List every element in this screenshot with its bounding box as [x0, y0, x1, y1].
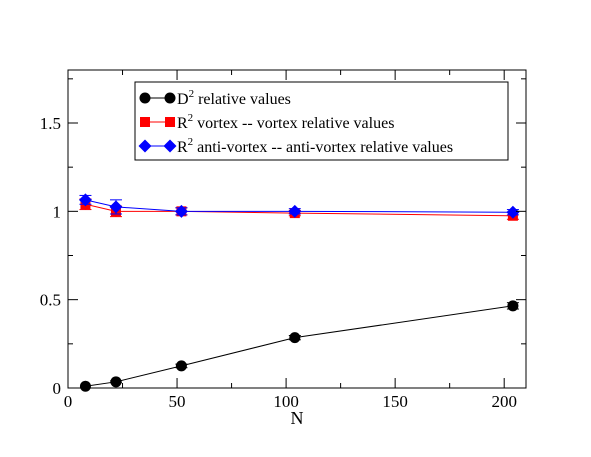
- plot-frame: [67, 69, 527, 389]
- x-tick-label: 100: [273, 392, 299, 411]
- data-point: [506, 205, 520, 219]
- legend-box: [134, 81, 509, 161]
- data-point: [289, 332, 301, 344]
- data-point: [175, 360, 187, 372]
- x-tick-label: 0: [64, 392, 73, 411]
- y-tick-label: 1: [53, 202, 62, 221]
- x-axis-label: N: [291, 408, 304, 428]
- y-tick-label: 0: [53, 379, 62, 398]
- y-tick-label: 1.5: [40, 114, 61, 133]
- legend-marker: [165, 117, 175, 127]
- data-point: [288, 204, 302, 218]
- legend-label: D2 relative values: [177, 88, 291, 108]
- data-point: [79, 380, 91, 392]
- legend-marker: [164, 92, 176, 104]
- data-point: [78, 193, 92, 207]
- x-tick-label: 50: [169, 392, 186, 411]
- legend-entry-1: R2 vortex -- vortex relative values: [140, 112, 394, 132]
- y-tick-label: 0.5: [40, 291, 61, 310]
- plot-area: [78, 193, 520, 392]
- data-point: [507, 300, 519, 312]
- series-0: [79, 300, 519, 392]
- legend: D2 relative values R2 vortex -- vortex re…: [134, 81, 509, 161]
- data-point: [110, 376, 122, 388]
- y-axis: 0 0.5 1 1.5: [40, 78, 526, 398]
- legend-entry-2: R2 anti-vortex -- anti-vortex relative v…: [138, 136, 453, 156]
- legend-marker: [139, 92, 151, 104]
- series-2: [78, 193, 520, 219]
- legend-label: R2 vortex -- vortex relative values: [177, 112, 394, 132]
- data-point: [174, 204, 188, 218]
- x-tick-label: 200: [491, 392, 517, 411]
- x-tick-label: 150: [382, 392, 408, 411]
- legend-marker: [138, 139, 152, 153]
- legend-entry-0: D2 relative values: [139, 88, 291, 108]
- data-point: [109, 200, 123, 214]
- legend-marker: [140, 117, 150, 127]
- legend-label: R2 anti-vortex -- anti-vortex relative v…: [177, 136, 453, 156]
- x-axis: 0 50 100 150 200: [64, 70, 517, 411]
- legend-marker: [163, 139, 177, 153]
